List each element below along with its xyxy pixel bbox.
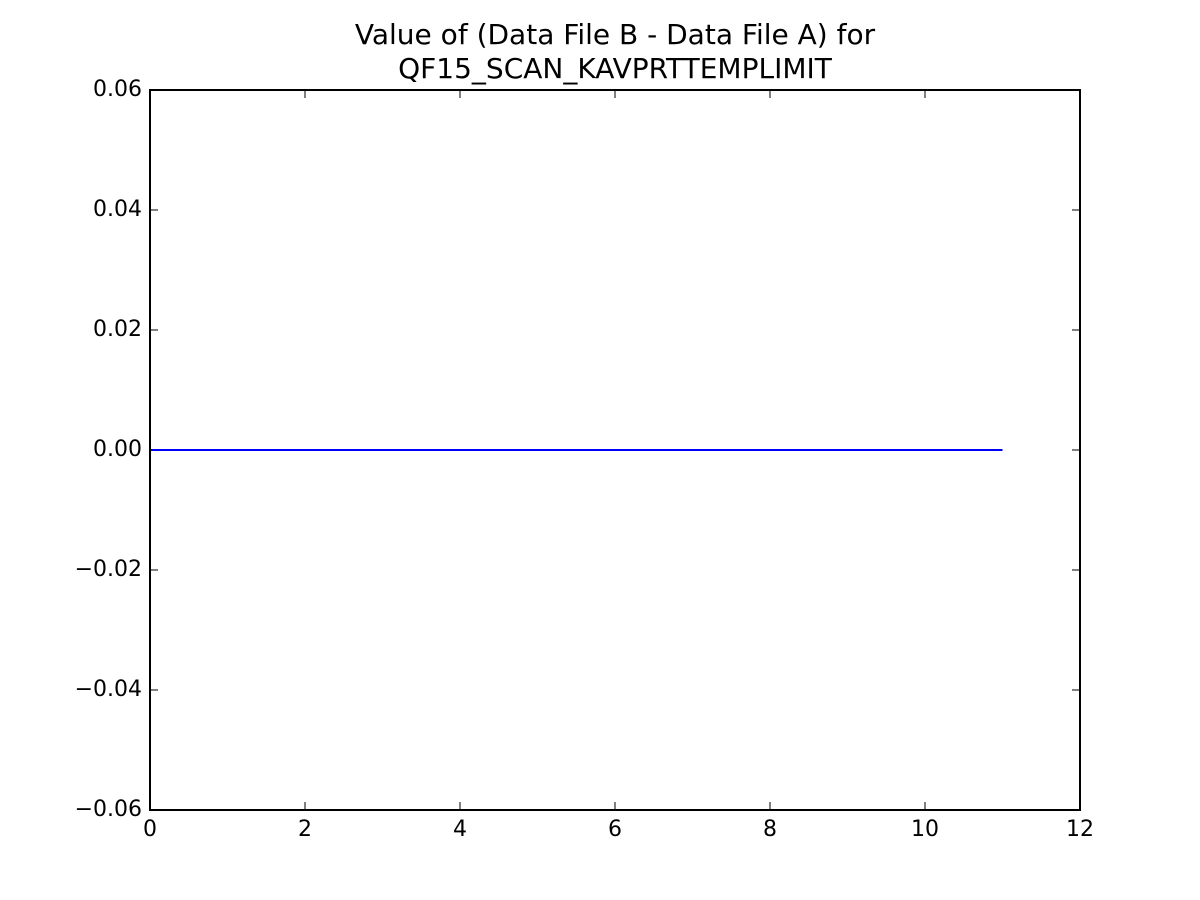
x-tick-label: 8 bbox=[763, 817, 777, 842]
chart-title: Value of (Data File B - Data File A) for bbox=[355, 18, 876, 51]
x-tick-label: 4 bbox=[453, 817, 467, 842]
x-tick-label: 10 bbox=[911, 817, 939, 842]
y-tick-label: −0.06 bbox=[75, 797, 142, 822]
y-tick-label: 0.06 bbox=[93, 77, 142, 102]
y-tick-label: 0.04 bbox=[93, 197, 142, 222]
y-tick-label: 0.02 bbox=[93, 317, 142, 342]
plot-frame bbox=[149, 89, 1081, 811]
y-tick-label: −0.04 bbox=[75, 677, 142, 702]
x-tick-label: 0 bbox=[143, 817, 157, 842]
y-tick-label: −0.02 bbox=[75, 557, 142, 582]
y-tick-label: 0.00 bbox=[93, 437, 142, 462]
x-tick-label: 2 bbox=[298, 817, 312, 842]
x-tick-label: 6 bbox=[608, 817, 622, 842]
chart-title: QF15_SCAN_KAVPRTTEMPLIMIT bbox=[398, 52, 833, 85]
x-tick-label: 12 bbox=[1066, 817, 1094, 842]
